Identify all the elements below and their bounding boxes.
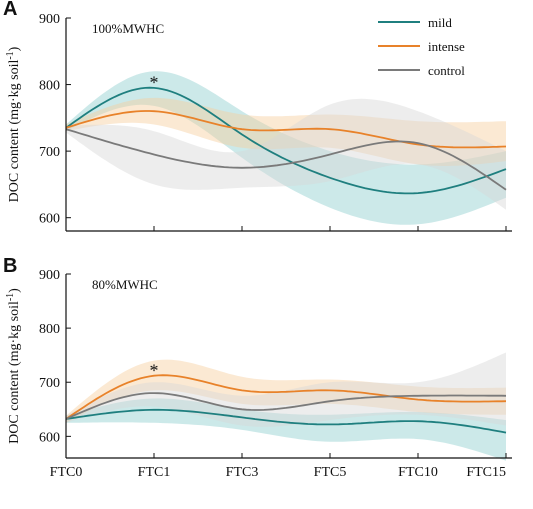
- x-tick-label: FTC0: [50, 465, 83, 480]
- legend-label-mild: mild: [428, 15, 452, 30]
- y-tick-label: 800: [39, 322, 60, 337]
- y-tick-label: 900: [39, 268, 60, 283]
- y-tick-label: 700: [39, 376, 60, 391]
- x-tick-label: FTC3: [226, 465, 259, 480]
- y-tick-label: 600: [39, 212, 60, 227]
- y-axis-label: DOC content (mg·kg soil-1): [5, 46, 22, 202]
- y-axis-label: DOC content (mg·kg soil-1): [5, 288, 22, 444]
- panel-letter: B: [3, 255, 17, 277]
- panel-a: A 100%MWHC 600 700 800 900 * DOC content (mg·kg…: [3, 0, 512, 232]
- significance-asterisk: *: [150, 361, 159, 381]
- y-tick-label: 800: [39, 79, 60, 94]
- x-tick-label: FTC1: [138, 465, 171, 480]
- y-tick-label: 900: [39, 12, 60, 27]
- band-mild: [66, 71, 506, 225]
- x-tick-label: FTC5: [314, 465, 347, 480]
- series-line-control: [65, 128, 507, 191]
- series-line-mild: [65, 86, 507, 195]
- panel-b: B 80%MWHC 600 700 800 900 FTC0 FTC1 FTC3 FTC5 FTC1…: [3, 255, 512, 480]
- band-control: [66, 98, 506, 210]
- legend-label-control: control: [428, 63, 465, 78]
- band-mild: [66, 398, 506, 461]
- legend-label-intense: intense: [428, 39, 465, 54]
- series-line-control: [65, 392, 507, 420]
- condition-label: 80%MWHC: [92, 277, 158, 292]
- legend: mild intense control: [378, 15, 465, 78]
- condition-label: 100%MWHC: [92, 21, 164, 36]
- x-tick-label: FTC15: [466, 465, 506, 480]
- series-line-intense: [65, 110, 507, 149]
- y-tick-label: 700: [39, 145, 60, 160]
- series-line-mild: [65, 408, 507, 434]
- series-line-intense: [65, 374, 507, 420]
- band-control: [66, 352, 506, 427]
- y-tick-label: 600: [39, 430, 60, 445]
- panel-letter: A: [3, 0, 17, 20]
- significance-asterisk: *: [150, 73, 159, 93]
- x-tick-label: FTC10: [398, 465, 438, 480]
